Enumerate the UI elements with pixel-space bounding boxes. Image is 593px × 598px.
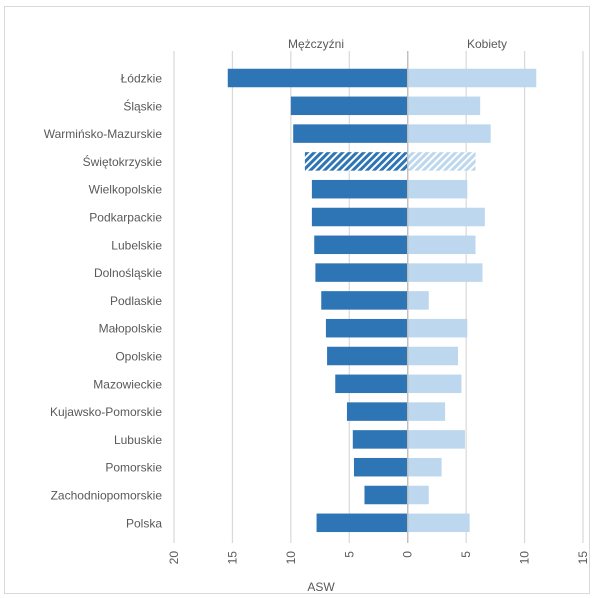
x-tick-label: 10	[518, 551, 532, 565]
bar-men	[311, 179, 408, 199]
bar-men	[315, 263, 408, 282]
bar-men	[325, 318, 408, 338]
chart-frame: Łódzkie Śląskie Warmińsko-Mazurskie Świętok…	[4, 6, 590, 594]
category-label: Pomorskie	[105, 461, 162, 475]
legend-label-men: Mężczyźni	[288, 37, 344, 51]
x-tick-label: 15	[576, 551, 590, 565]
bar-men	[314, 235, 408, 255]
bar-women	[407, 207, 485, 227]
category-label: Kujawsko-Pomorskie	[50, 405, 162, 419]
bar-women	[407, 152, 476, 171]
x-tick-label: 0	[401, 551, 415, 558]
category-label: Małopolskie	[99, 322, 163, 336]
category-label: Wielkopolskie	[89, 183, 163, 197]
bar-women	[407, 402, 446, 421]
x-tick-label: 5	[342, 551, 356, 558]
bar-women	[407, 374, 462, 394]
category-label: Dolnośląskie	[94, 266, 162, 280]
x-tick-label: 10	[284, 551, 298, 565]
bar-men	[290, 96, 408, 116]
bar-men	[352, 430, 408, 449]
x-axis-label: ASW	[307, 580, 335, 594]
bar-women	[407, 179, 468, 199]
bars	[227, 51, 537, 543]
legend: Mężczyźni Kobiety	[288, 37, 507, 51]
category-label: Opolskie	[115, 350, 162, 364]
category-label: Mazowieckie	[93, 377, 162, 391]
bar-women	[407, 485, 429, 505]
bar-men	[227, 68, 408, 88]
category-label: Śląskie	[123, 98, 162, 113]
x-tick-label: 15	[225, 551, 239, 565]
bar-women	[407, 263, 483, 282]
x-tick-label: 20	[167, 551, 181, 565]
bar-women	[407, 513, 470, 533]
category-label: Łódzkie	[121, 72, 163, 86]
bar-men	[353, 457, 408, 477]
category-label: Warmińsko-Mazurskie	[44, 127, 163, 141]
bar-women	[407, 291, 429, 310]
bar-men	[316, 513, 408, 533]
x-tick-labels: 20 15 10 5 0 5 10 15	[167, 551, 590, 565]
category-label: Podlaskie	[110, 294, 162, 308]
category-label: Lubelskie	[111, 238, 162, 252]
bar-men	[364, 485, 408, 505]
bar-women	[407, 457, 442, 477]
category-label: Podkarpackie	[89, 211, 162, 225]
category-label: Lubuskie	[114, 433, 162, 447]
category-label: Polska	[126, 516, 162, 530]
category-labels: Łódzkie Śląskie Warmińsko-Mazurskie Świętok…	[44, 72, 163, 531]
bar-women	[407, 430, 465, 449]
bar-men	[304, 152, 408, 171]
bar-women	[407, 96, 481, 116]
diverging-bar-chart: Łódzkie Śląskie Warmińsko-Mazurskie Świętok…	[44, 37, 590, 594]
bar-men	[346, 402, 408, 421]
category-label: Świętokrzyskie	[83, 154, 163, 169]
bar-women	[407, 68, 537, 88]
bar-men	[335, 374, 408, 394]
category-label: Zachodniopomorskie	[51, 489, 163, 503]
bar-men	[321, 291, 408, 310]
bar-men	[293, 124, 408, 143]
bar-women	[407, 318, 468, 338]
x-tick-label: 5	[459, 551, 473, 558]
bar-women	[407, 235, 476, 255]
bar-women	[407, 346, 458, 366]
bar-men	[311, 207, 408, 227]
legend-label-women: Kobiety	[467, 37, 507, 51]
bar-men	[327, 346, 408, 366]
bar-women	[407, 124, 491, 143]
